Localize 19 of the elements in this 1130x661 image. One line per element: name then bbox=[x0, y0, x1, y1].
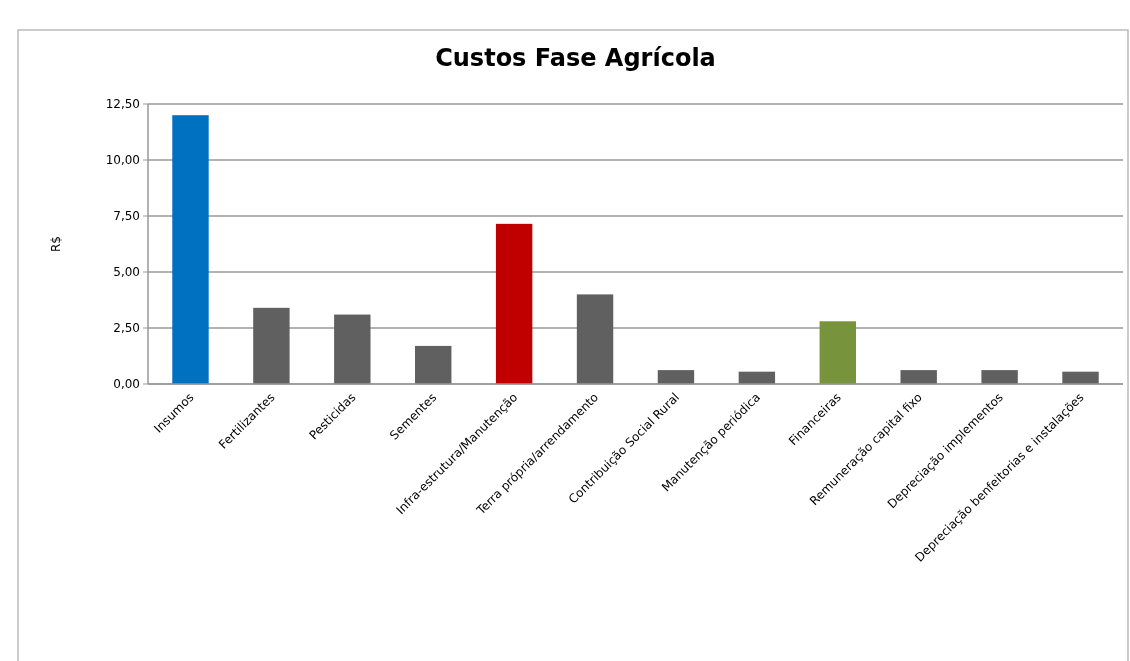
bar bbox=[576, 294, 614, 384]
bar bbox=[981, 370, 1018, 384]
y-axis-title: R$ bbox=[49, 236, 63, 252]
bar bbox=[415, 345, 452, 384]
bar bbox=[657, 370, 695, 384]
chart-title: Custos Fase Agrícola bbox=[435, 44, 716, 72]
bar bbox=[253, 307, 290, 384]
bar bbox=[172, 115, 209, 384]
y-tick-label: 7,50 bbox=[113, 209, 140, 224]
bar bbox=[819, 321, 856, 384]
y-tick-label: 2,50 bbox=[113, 321, 140, 336]
bar bbox=[495, 223, 533, 384]
y-tick-label: 0,00 bbox=[113, 377, 140, 392]
y-tick-label: 12,50 bbox=[105, 97, 140, 112]
y-tick-label: 5,00 bbox=[113, 265, 140, 280]
y-tick-label: 10,00 bbox=[105, 153, 140, 168]
bar bbox=[334, 314, 371, 384]
bar bbox=[900, 370, 937, 384]
bar bbox=[1062, 371, 1099, 384]
